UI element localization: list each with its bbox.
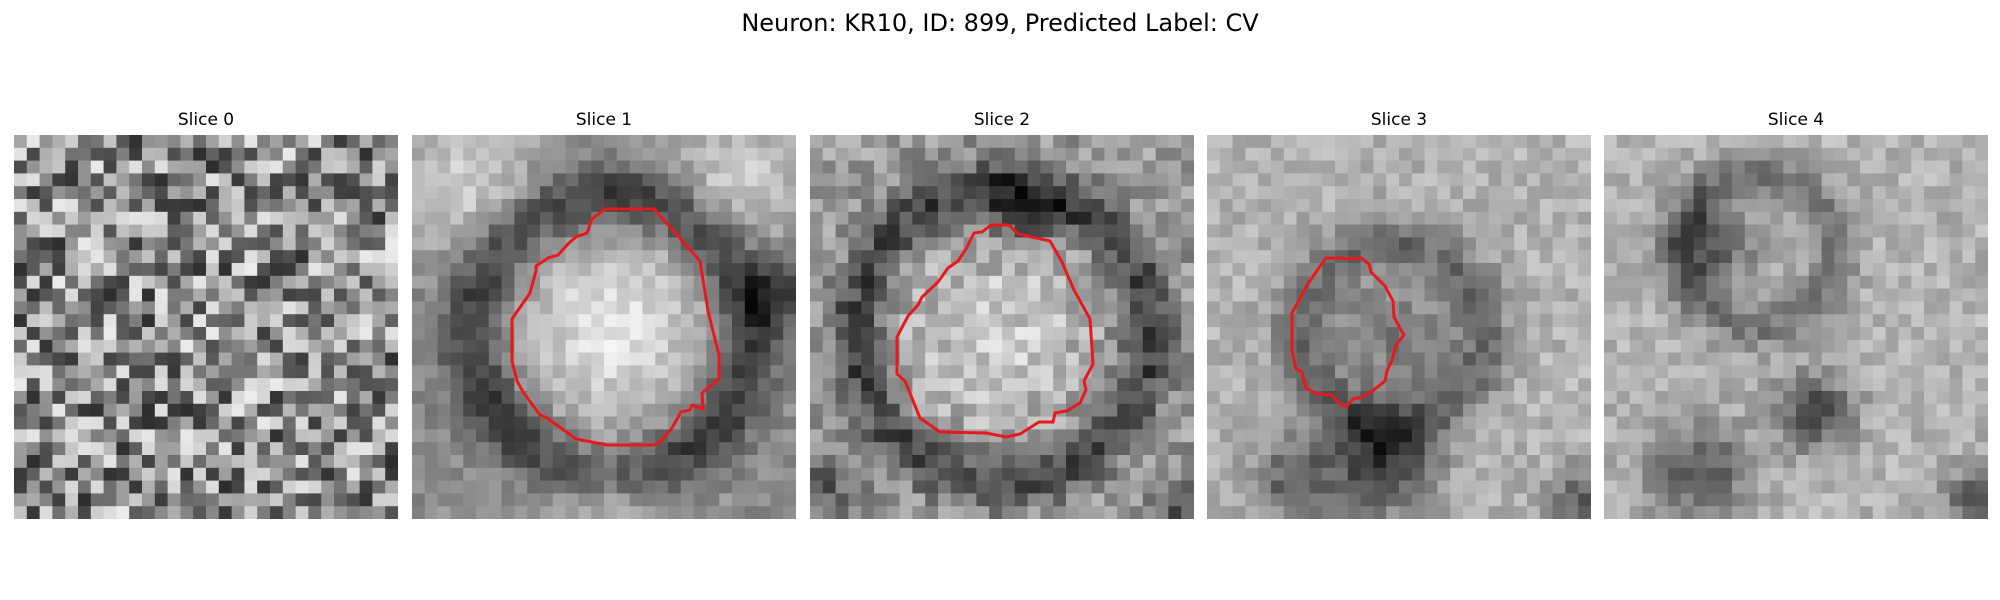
slice-title: Slice 2: [973, 110, 1031, 130]
figure-title: Neuron: KR10, ID: 899, Predicted Label: …: [741, 9, 1259, 37]
slice-title: Slice 3: [1370, 110, 1428, 130]
slice-title: Slice 1: [575, 110, 633, 130]
slice-panel-4: Slice 4: [1604, 110, 1988, 519]
slice-panel-0: Slice 0: [14, 110, 398, 519]
slice-image-4: [1604, 135, 1988, 519]
slice-image-3: [1207, 135, 1591, 519]
slice-panel-1: Slice 1: [412, 110, 796, 519]
slice-panel-2: Slice 2: [810, 110, 1194, 519]
slice-panel-3: Slice 3: [1207, 110, 1591, 519]
roi-outline: [895, 223, 1095, 439]
slice-image-2: [810, 135, 1194, 519]
slice-image-0: [14, 135, 398, 519]
slice-title: Slice 0: [177, 110, 235, 130]
slice-title: Slice 4: [1767, 110, 1825, 130]
roi-outline: [510, 207, 721, 447]
roi-outline: [1290, 256, 1406, 409]
slice-image-1: [412, 135, 796, 519]
